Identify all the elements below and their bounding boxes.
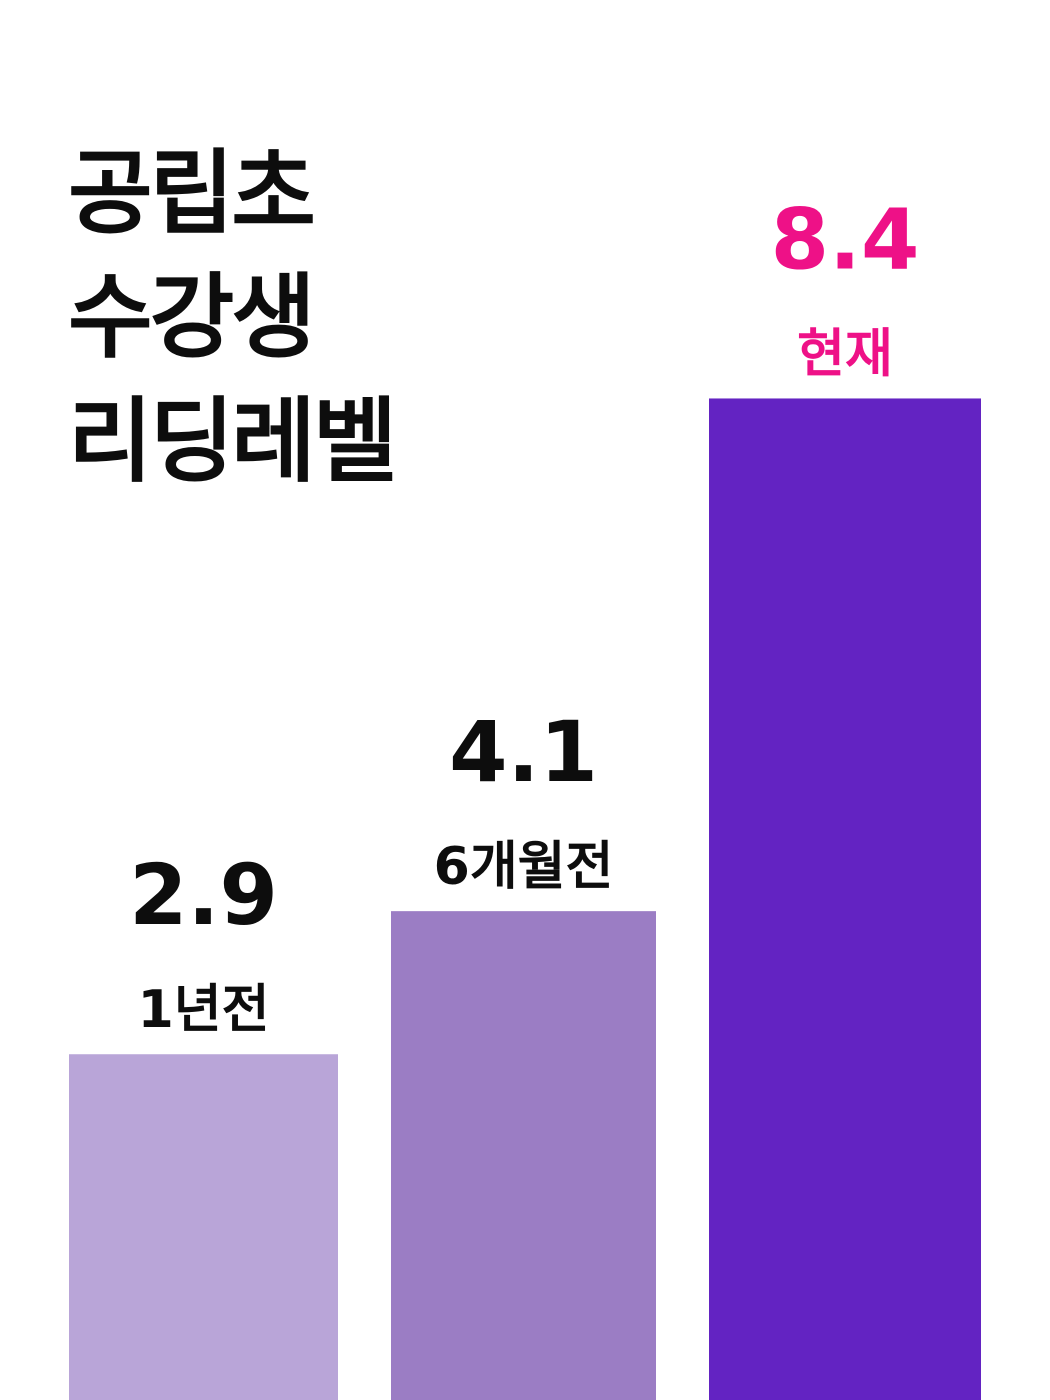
bar-3 bbox=[709, 398, 981, 1400]
category-label-3: 현재 bbox=[797, 324, 893, 384]
bar-1 bbox=[69, 1054, 338, 1400]
value-label-2: 4.1 bbox=[449, 703, 598, 801]
bar-2 bbox=[391, 911, 656, 1400]
value-label-1: 2.9 bbox=[129, 846, 278, 944]
category-label-1: 1년전 bbox=[138, 980, 270, 1040]
title-line-3: 리딩레벨 bbox=[68, 388, 398, 495]
title-line-2: 수강생 bbox=[68, 264, 316, 371]
chart-title: 공립초 수강생 리딩레벨 bbox=[68, 132, 398, 504]
value-label-3: 8.4 bbox=[771, 190, 920, 288]
category-label-2: 6개월전 bbox=[434, 837, 614, 897]
title-line-1: 공립초 bbox=[68, 140, 316, 247]
